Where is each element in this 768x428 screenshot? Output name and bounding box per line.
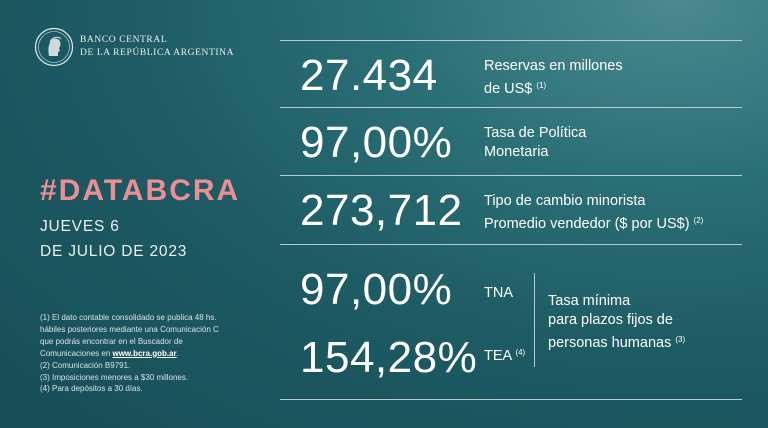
tasa-politica-label: Tasa de Política Monetaria <box>484 124 586 162</box>
footnote-4: (4) Para depósitos a 30 días. <box>40 384 143 394</box>
tea-label-text: TEA <box>484 348 512 364</box>
footnote-1a: (1) El dato contable consolidado se publ… <box>40 313 217 322</box>
divider <box>280 40 742 41</box>
tasa-politica-value: 97,00% <box>300 118 453 167</box>
footnote-2: (2) Comunicación B9791. <box>40 360 131 370</box>
bcra-link[interactable]: www.bcra.gob.ar <box>112 348 177 358</box>
tasa-politica-label-line2: Monetaria <box>484 144 549 160</box>
footnote-1c: que podrás encontrar en el Buscador de <box>40 336 183 346</box>
divider <box>280 399 742 400</box>
tasa-minima-line1: Tasa mínima <box>548 293 631 309</box>
tea-label: TEA (4) <box>484 348 525 364</box>
tea-value: 154,28% <box>300 333 478 382</box>
bcra-seal-icon <box>34 27 74 67</box>
tasa-politica-label-line1: Tasa de Política <box>484 125 587 141</box>
reservas-label-line2: de US$ (1) <box>484 76 623 99</box>
hashtag-title: #DATABCRA <box>40 174 241 207</box>
footnote-1b: hábiles posteriores mediante una Comunic… <box>40 324 219 334</box>
bank-name-line2: DE LA REPÚBLICA ARGENTINA <box>80 48 235 58</box>
divider <box>280 175 742 176</box>
tna-label: TNA <box>484 285 513 301</box>
tipo-cambio-label-line2: Promedio vendedor ($ por US$) (2) <box>484 211 703 234</box>
date-block: JUEVES 6 DE JULIO DE 2023 <box>40 214 187 264</box>
tna-value: 97,00% <box>300 265 453 314</box>
tipo-cambio-label: Tipo de cambio minorista Promedio vended… <box>484 192 703 234</box>
footnote-1d-text: Comunicaciones en <box>40 348 113 358</box>
reservas-label-text: de US$ <box>484 81 533 97</box>
footnote-3: (3) Imposiciones menores a $30 millones. <box>40 372 189 382</box>
footnotes: (1) El dato contable consolidado se publ… <box>40 312 280 395</box>
tipo-cambio-label-line1: Tipo de cambio minorista <box>484 193 646 209</box>
date-weekday: JUEVES 6 <box>40 218 120 235</box>
divider <box>280 107 742 108</box>
footnote-ref: (1) <box>536 81 547 90</box>
reservas-value: 27.434 <box>300 51 438 100</box>
tasa-minima-line3-text: personas humanas <box>548 335 672 351</box>
reservas-label: Reservas en millones de US$ (1) <box>484 57 623 99</box>
footnote-ref: (4) <box>515 348 526 357</box>
tasa-minima-line2: para plazos fijos de <box>548 312 673 328</box>
footnote-ref: (2) <box>693 216 704 225</box>
bank-name-line1: BANCO CENTRAL <box>80 35 168 45</box>
reservas-label-line1: Reservas en millones <box>484 58 623 74</box>
footnote-1d: Comunicaciones en www.bcra.gob.ar. <box>40 348 280 360</box>
tasa-minima-label: Tasa mínima para plazos fijos de persona… <box>548 292 685 353</box>
tasa-minima-line3: personas humanas (3) <box>548 330 685 353</box>
footnote-1d-end: . <box>176 348 179 358</box>
tipo-cambio-value: 273,712 <box>300 186 463 235</box>
divider <box>280 244 742 245</box>
date-full: DE JULIO DE 2023 <box>40 243 188 260</box>
tipo-cambio-label-text: Promedio vendedor ($ por US$) <box>484 216 690 232</box>
footnote-ref: (3) <box>675 335 686 344</box>
bcra-logo: BANCO CENTRAL DE LA REPÚBLICA ARGENTINA <box>34 27 234 67</box>
vertical-divider <box>534 273 535 367</box>
